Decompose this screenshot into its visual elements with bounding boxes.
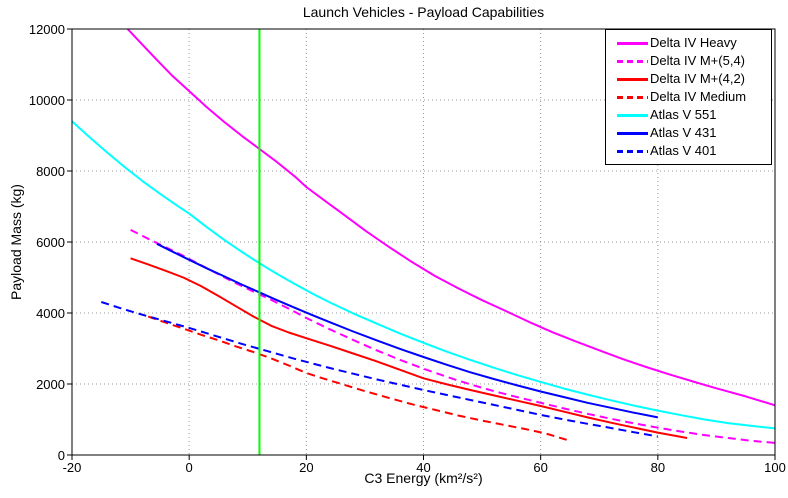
x-tick-label: -20 (62, 460, 82, 475)
legend-entry-atlas-v-401: Atlas V 401 (617, 142, 771, 160)
x-tick-label: 80 (650, 460, 666, 475)
legend-line-sample (617, 41, 648, 45)
x-tick-label: 60 (533, 460, 548, 475)
legend-entry-delta-iv-heavy: Delta IV Heavy (617, 34, 771, 52)
x-tick-label: 40 (416, 460, 431, 475)
x-tick-label: 100 (764, 460, 786, 475)
legend-label: Atlas V 431 (650, 125, 717, 140)
series-line-atlas-v-551 (71, 120, 776, 430)
legend-entry-atlas-v-551: Atlas V 551 (617, 106, 771, 124)
y-tick-label: 4000 (36, 306, 65, 321)
legend-entry-atlas-v-431: Atlas V 431 (617, 124, 771, 142)
x-axis-label: C3 Energy (km²/s²) (364, 470, 483, 486)
legend-label: Atlas V 401 (650, 143, 717, 158)
legend-label: Atlas V 551 (650, 107, 717, 122)
legend-label: Delta IV M+(4,2) (650, 71, 746, 86)
y-tick-label: 6000 (36, 235, 65, 250)
x-tick-label: 0 (185, 460, 193, 475)
y-tick-label: 2000 (36, 377, 65, 392)
legend-line-sample (617, 113, 648, 117)
series-line-delta-iv-heavy (126, 28, 776, 407)
series-line-delta-iv-m-4-2 (130, 257, 688, 439)
series-line-atlas-v-401 (100, 301, 658, 438)
legend: Delta IV Heavy Delta IV M+(5,4) Delta IV M… (605, 29, 772, 165)
legend-line-sample (617, 131, 648, 135)
y-tick-label: 12000 (28, 22, 65, 37)
legend-line-sample (617, 59, 648, 63)
legend-line-sample (617, 149, 648, 153)
series-line-atlas-v-431 (156, 242, 658, 419)
series-line-delta-iv-m-5-4 (130, 229, 776, 444)
y-tick-label: 0 (57, 448, 65, 463)
x-tick-label: 20 (299, 460, 314, 475)
legend-line-sample (617, 95, 648, 99)
legend-entry-delta-iv-m-4-2: Delta IV M+(4,2) (617, 70, 771, 88)
legend-label: Delta IV M+(5,4) (650, 53, 746, 68)
chart-title: Launch Vehicles - Payload Capabilities (302, 4, 545, 20)
legend-label: Delta IV Heavy (650, 35, 737, 50)
legend-line-sample (617, 77, 648, 81)
legend-entry-delta-iv-m-5-4: Delta IV M+(5,4) (617, 52, 771, 70)
series-line-delta-iv-medium (147, 315, 571, 442)
legend-entry-delta-iv-medium: Delta IV Medium (617, 88, 771, 106)
legend-label: Delta IV Medium (650, 89, 747, 104)
y-tick-label: 10000 (28, 93, 65, 108)
y-tick-label: 8000 (36, 164, 65, 179)
